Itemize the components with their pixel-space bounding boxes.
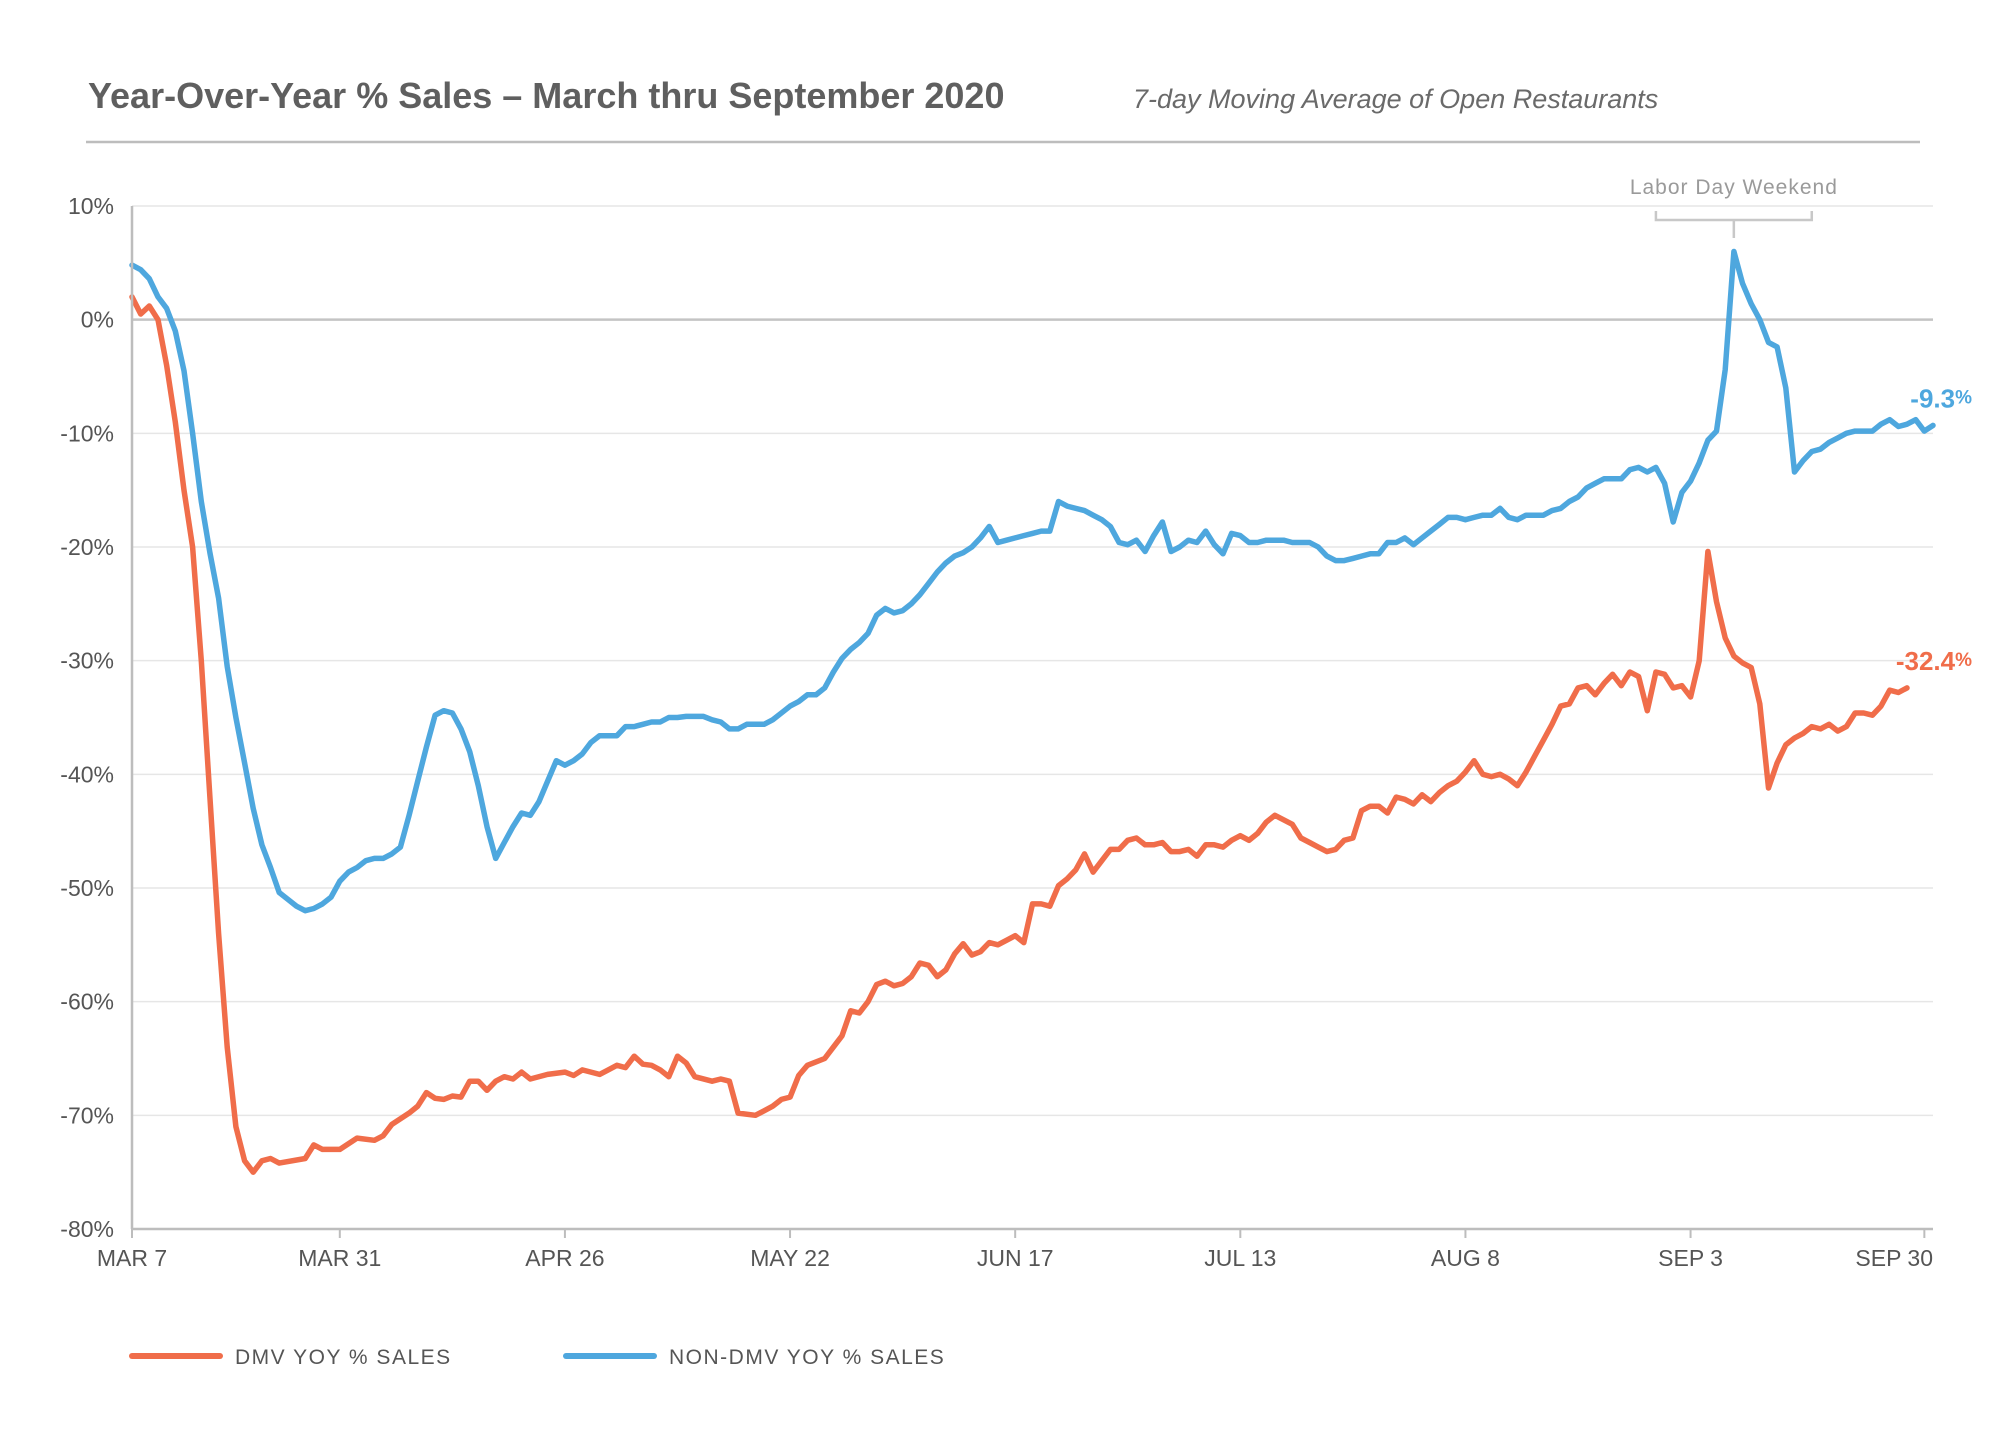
legend: DMV YOY % SALES NON-DMV YOY % SALES — [129, 1346, 945, 1369]
x-tick-label: AUG 8 — [1431, 1245, 1500, 1271]
x-tick-label: JUL 13 — [1204, 1245, 1276, 1271]
y-tick-label: 10% — [68, 193, 114, 219]
series-lines — [129, 248, 1936, 1175]
dmv-end-label: -32.4% — [1896, 646, 1972, 676]
y-tick-label: -70% — [60, 1102, 114, 1128]
x-tick-label: MAR 7 — [97, 1245, 167, 1271]
dmv-series-line — [129, 294, 1910, 1175]
x-tick-label: SEP 3 — [1658, 1245, 1723, 1271]
chart-title: Year-Over-Year % Sales – March thru Sept… — [88, 75, 1004, 116]
y-tick-label: -30% — [60, 648, 114, 674]
annotation-bracket — [1654, 211, 1814, 238]
y-tick-label: -40% — [60, 761, 114, 787]
labor-day-annotation: Labor Day Weekend — [1630, 176, 1838, 238]
annotation-label: Labor Day Weekend — [1630, 176, 1838, 199]
x-tick-label: MAR 31 — [298, 1245, 381, 1271]
axes: 10% 0% -10% -20% -30% -40% -50% -60% -70% -80% MAR… — [60, 193, 1933, 1271]
non-dmv-series-line — [129, 248, 1936, 914]
x-tick-label: SEP 30 — [1855, 1245, 1933, 1271]
y-tick-label: -60% — [60, 989, 114, 1015]
x-tick-label: APR 26 — [525, 1245, 604, 1271]
legend-label: DMV YOY % SALES — [235, 1346, 452, 1369]
x-tick-label: MAY 22 — [750, 1245, 830, 1271]
legend-label: NON-DMV YOY % SALES — [669, 1346, 945, 1369]
non-dmv-end-label: -9.3% — [1910, 383, 1972, 413]
y-tick-label: 0% — [81, 307, 114, 333]
y-tick-label: -10% — [60, 420, 114, 446]
y-tick-label: -50% — [60, 875, 114, 901]
chart-subtitle: 7-day Moving Average of Open Restaurants — [1133, 84, 1658, 114]
x-tick-label: JUN 17 — [977, 1245, 1054, 1271]
y-tick-label: -80% — [60, 1216, 114, 1242]
end-labels: -32.4% -9.3% — [1896, 383, 1972, 676]
y-tick-label: -20% — [60, 534, 114, 560]
gridlines — [132, 205, 1933, 1230]
